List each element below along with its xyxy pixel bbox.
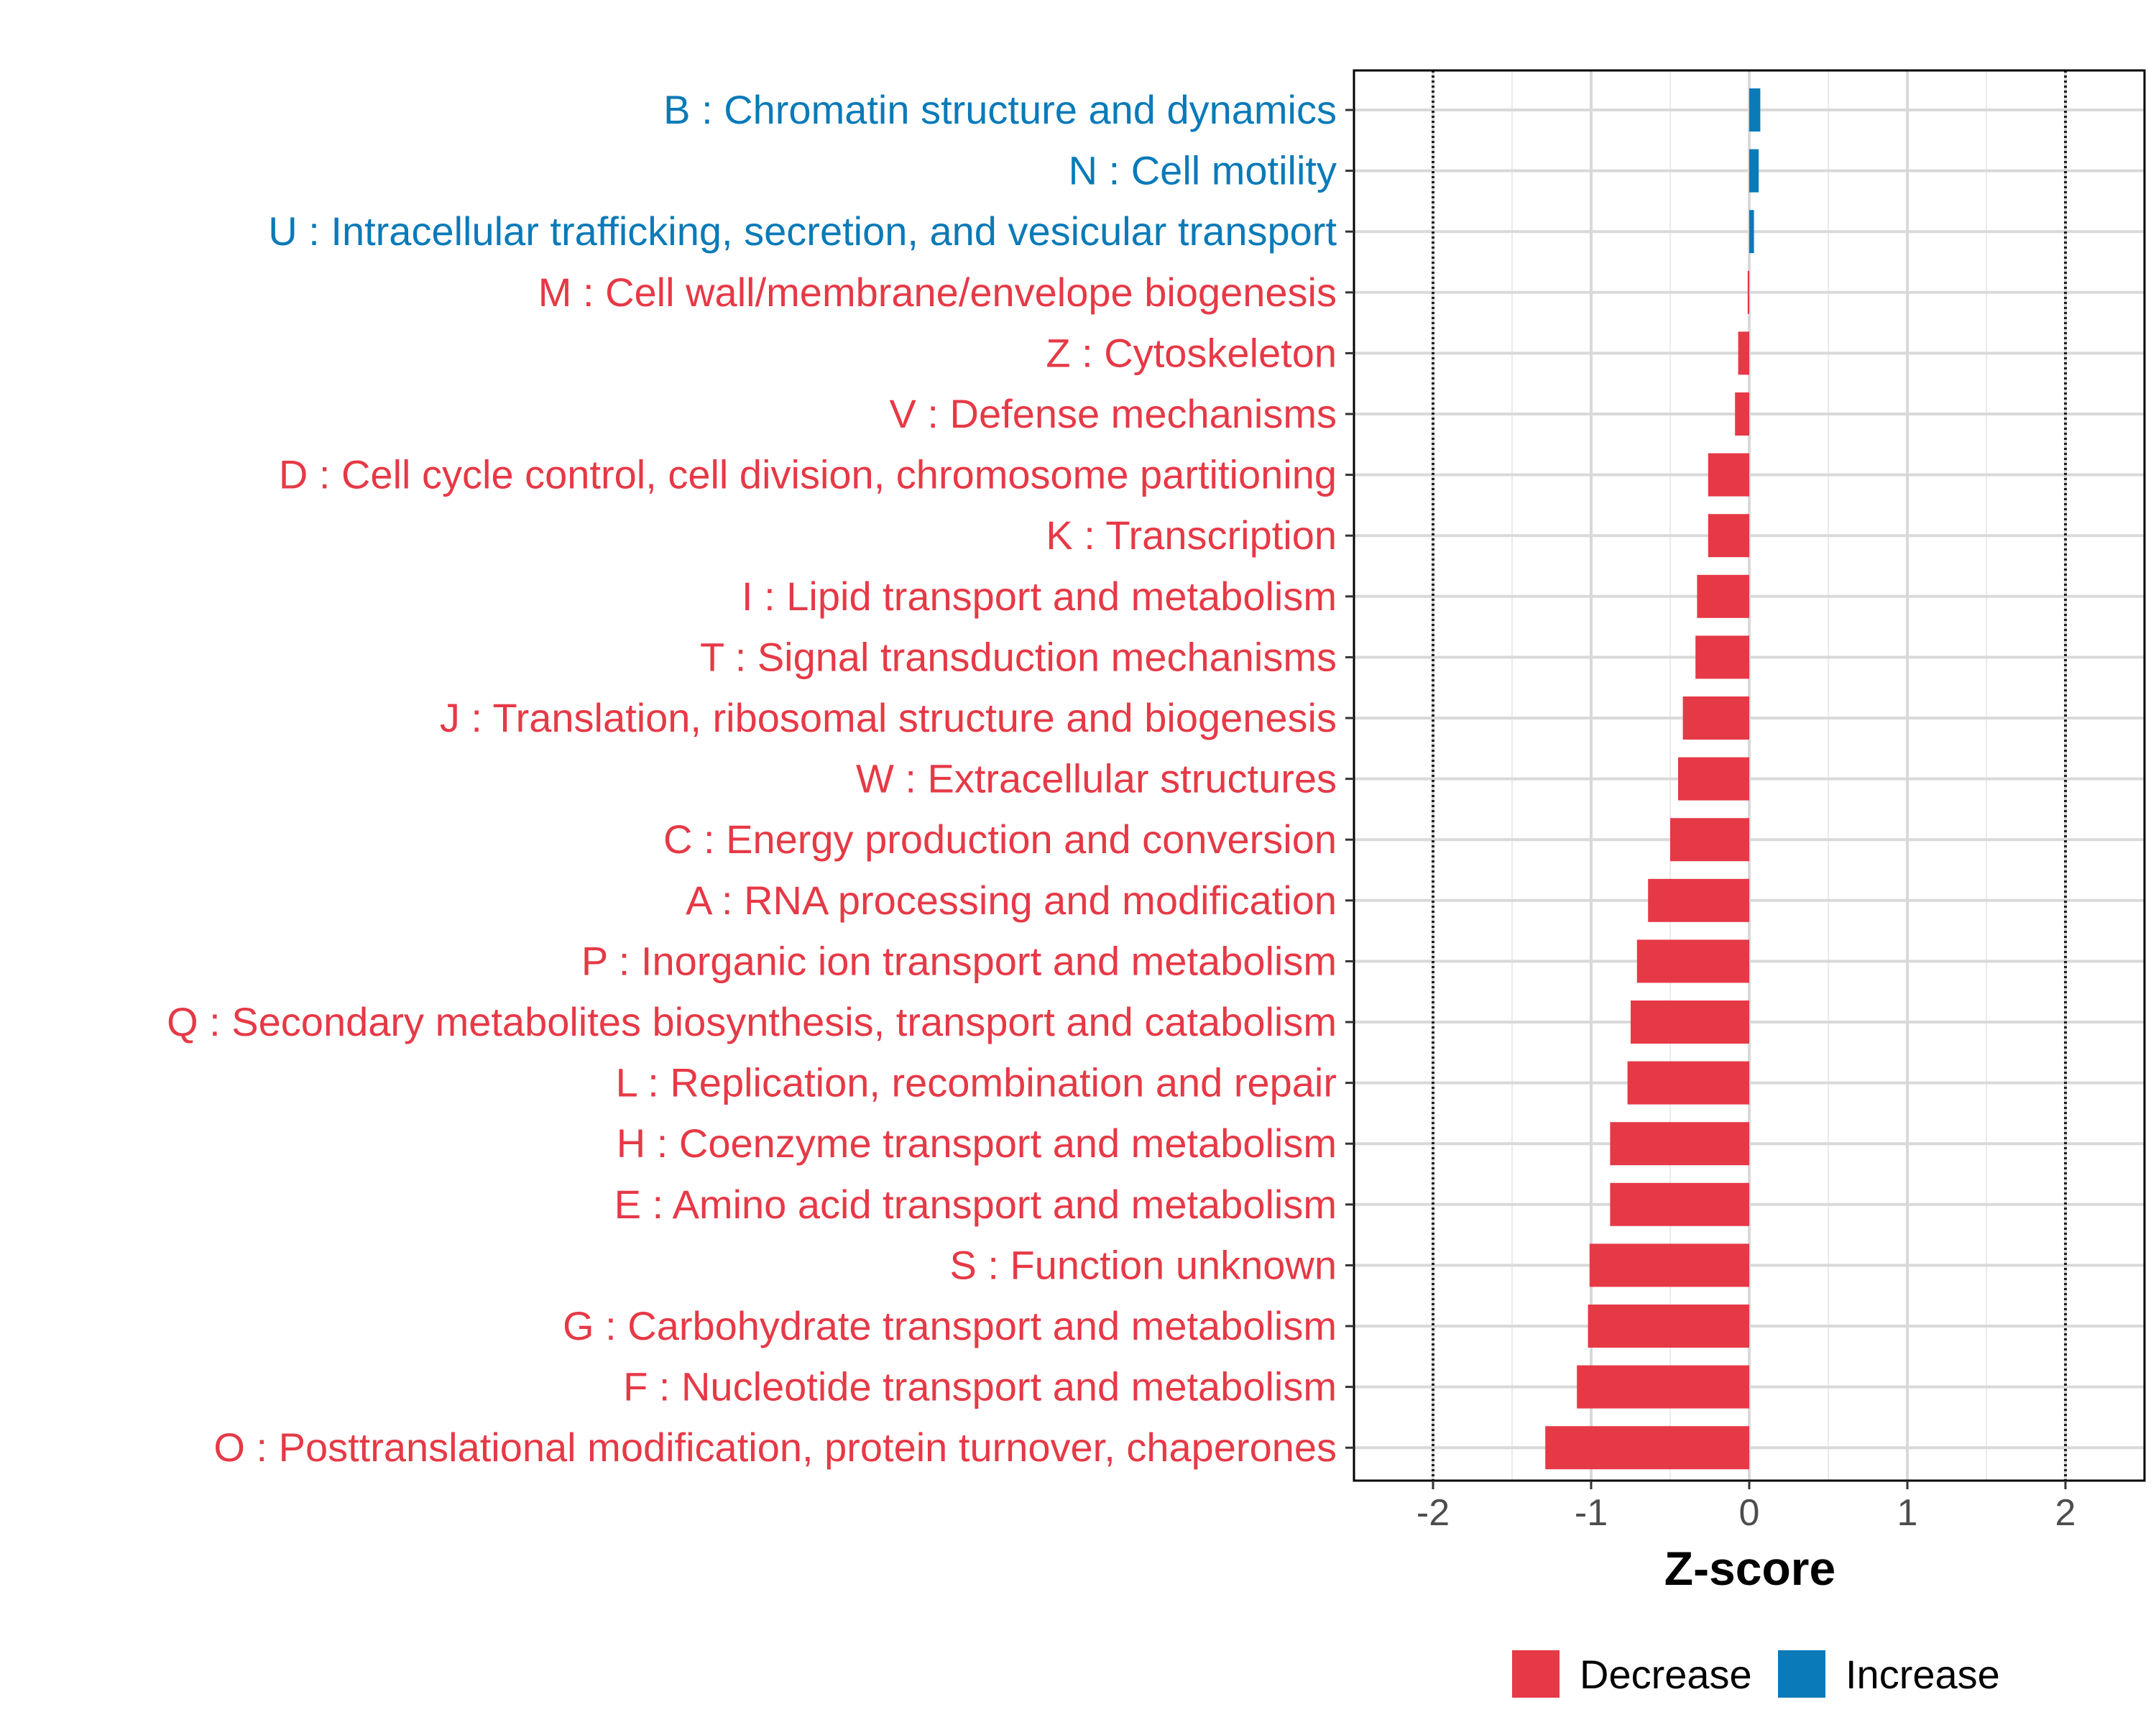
bar [1678,757,1749,801]
legend-key [1512,1650,1560,1698]
category-label: F : Nucleotide transport and metabolism [623,1364,1337,1409]
category-label: K : Transcription [1046,512,1337,558]
x-tick-label: 1 [1897,1492,1918,1534]
x-tick-label: -2 [1416,1492,1450,1534]
category-label: C : Energy production and conversion [663,816,1337,862]
bar [1545,1426,1749,1470]
x-tick-label: 2 [2055,1492,2076,1534]
bar [1749,210,1754,254]
bar [1747,270,1749,314]
bar [1588,1305,1749,1348]
category-label: N : Cell motility [1069,148,1337,193]
x-axis-title: Z-score [1664,1542,1835,1595]
legend-label: Decrease [1580,1652,1752,1697]
bar [1735,392,1749,436]
bar [1610,1182,1749,1226]
category-label: H : Coenzyme transport and metabolism [617,1121,1337,1166]
y-axis-labels: B : Chromatin structure and dynamics N : … [167,87,1337,1470]
bar [1610,1122,1749,1166]
category-label: Q : Secondary metabolites biosynthesis, … [167,999,1337,1044]
bar [1631,1000,1749,1044]
bar [1695,635,1749,679]
x-tick-label: -1 [1575,1492,1608,1534]
category-label: S : Function unknown [949,1242,1337,1287]
bars [1545,88,1761,1470]
legend-key [1778,1650,1825,1698]
x-tick-label: 0 [1739,1492,1760,1534]
x-axis-ticks: -2 -1 0 1 2 [1416,1481,2076,1534]
bar [1636,939,1749,983]
category-label: J : Translation, ribosomal structure and… [440,695,1337,740]
category-label: L : Replication, recombination and repai… [616,1060,1337,1105]
category-label: O : Posttranslational modification, prot… [213,1425,1337,1470]
category-label: B : Chromatin structure and dynamics [663,87,1337,132]
category-label: E : Amino acid transport and metabolism [614,1182,1337,1227]
category-label: M : Cell wall/membrane/envelope biogenes… [538,270,1337,315]
category-label: T : Signal transduction mechanisms [700,634,1337,679]
legend: Decrease Increase [1512,1650,2000,1698]
bar [1589,1243,1749,1287]
bar [1648,878,1749,922]
bar [1749,149,1759,193]
category-label: G : Carbohydrate transport and metabolis… [563,1303,1337,1348]
reference-lines [1432,70,2067,1481]
bar [1627,1061,1749,1105]
category-label: A : RNA processing and modification [686,878,1337,923]
bar [1670,818,1749,862]
category-label: V : Defense mechanisms [890,391,1337,436]
bar [1749,88,1761,132]
bar [1708,514,1749,558]
category-label: Z : Cytoskeleton [1046,330,1337,375]
category-label: I : Lipid transport and metabolism [742,574,1337,619]
category-label: U : Intracellular trafficking, secretion… [268,208,1337,254]
category-label: W : Extracellular structures [856,756,1337,801]
bar [1708,453,1749,497]
bar [1738,331,1749,375]
category-label: D : Cell cycle control, cell division, c… [279,452,1337,497]
category-label: P : Inorganic ion transport and metaboli… [581,938,1337,983]
bar [1697,574,1749,618]
legend-label: Increase [1846,1652,2000,1697]
y-axis-ticks [1345,109,1354,1449]
bar [1682,696,1749,740]
bar [1577,1365,1749,1409]
